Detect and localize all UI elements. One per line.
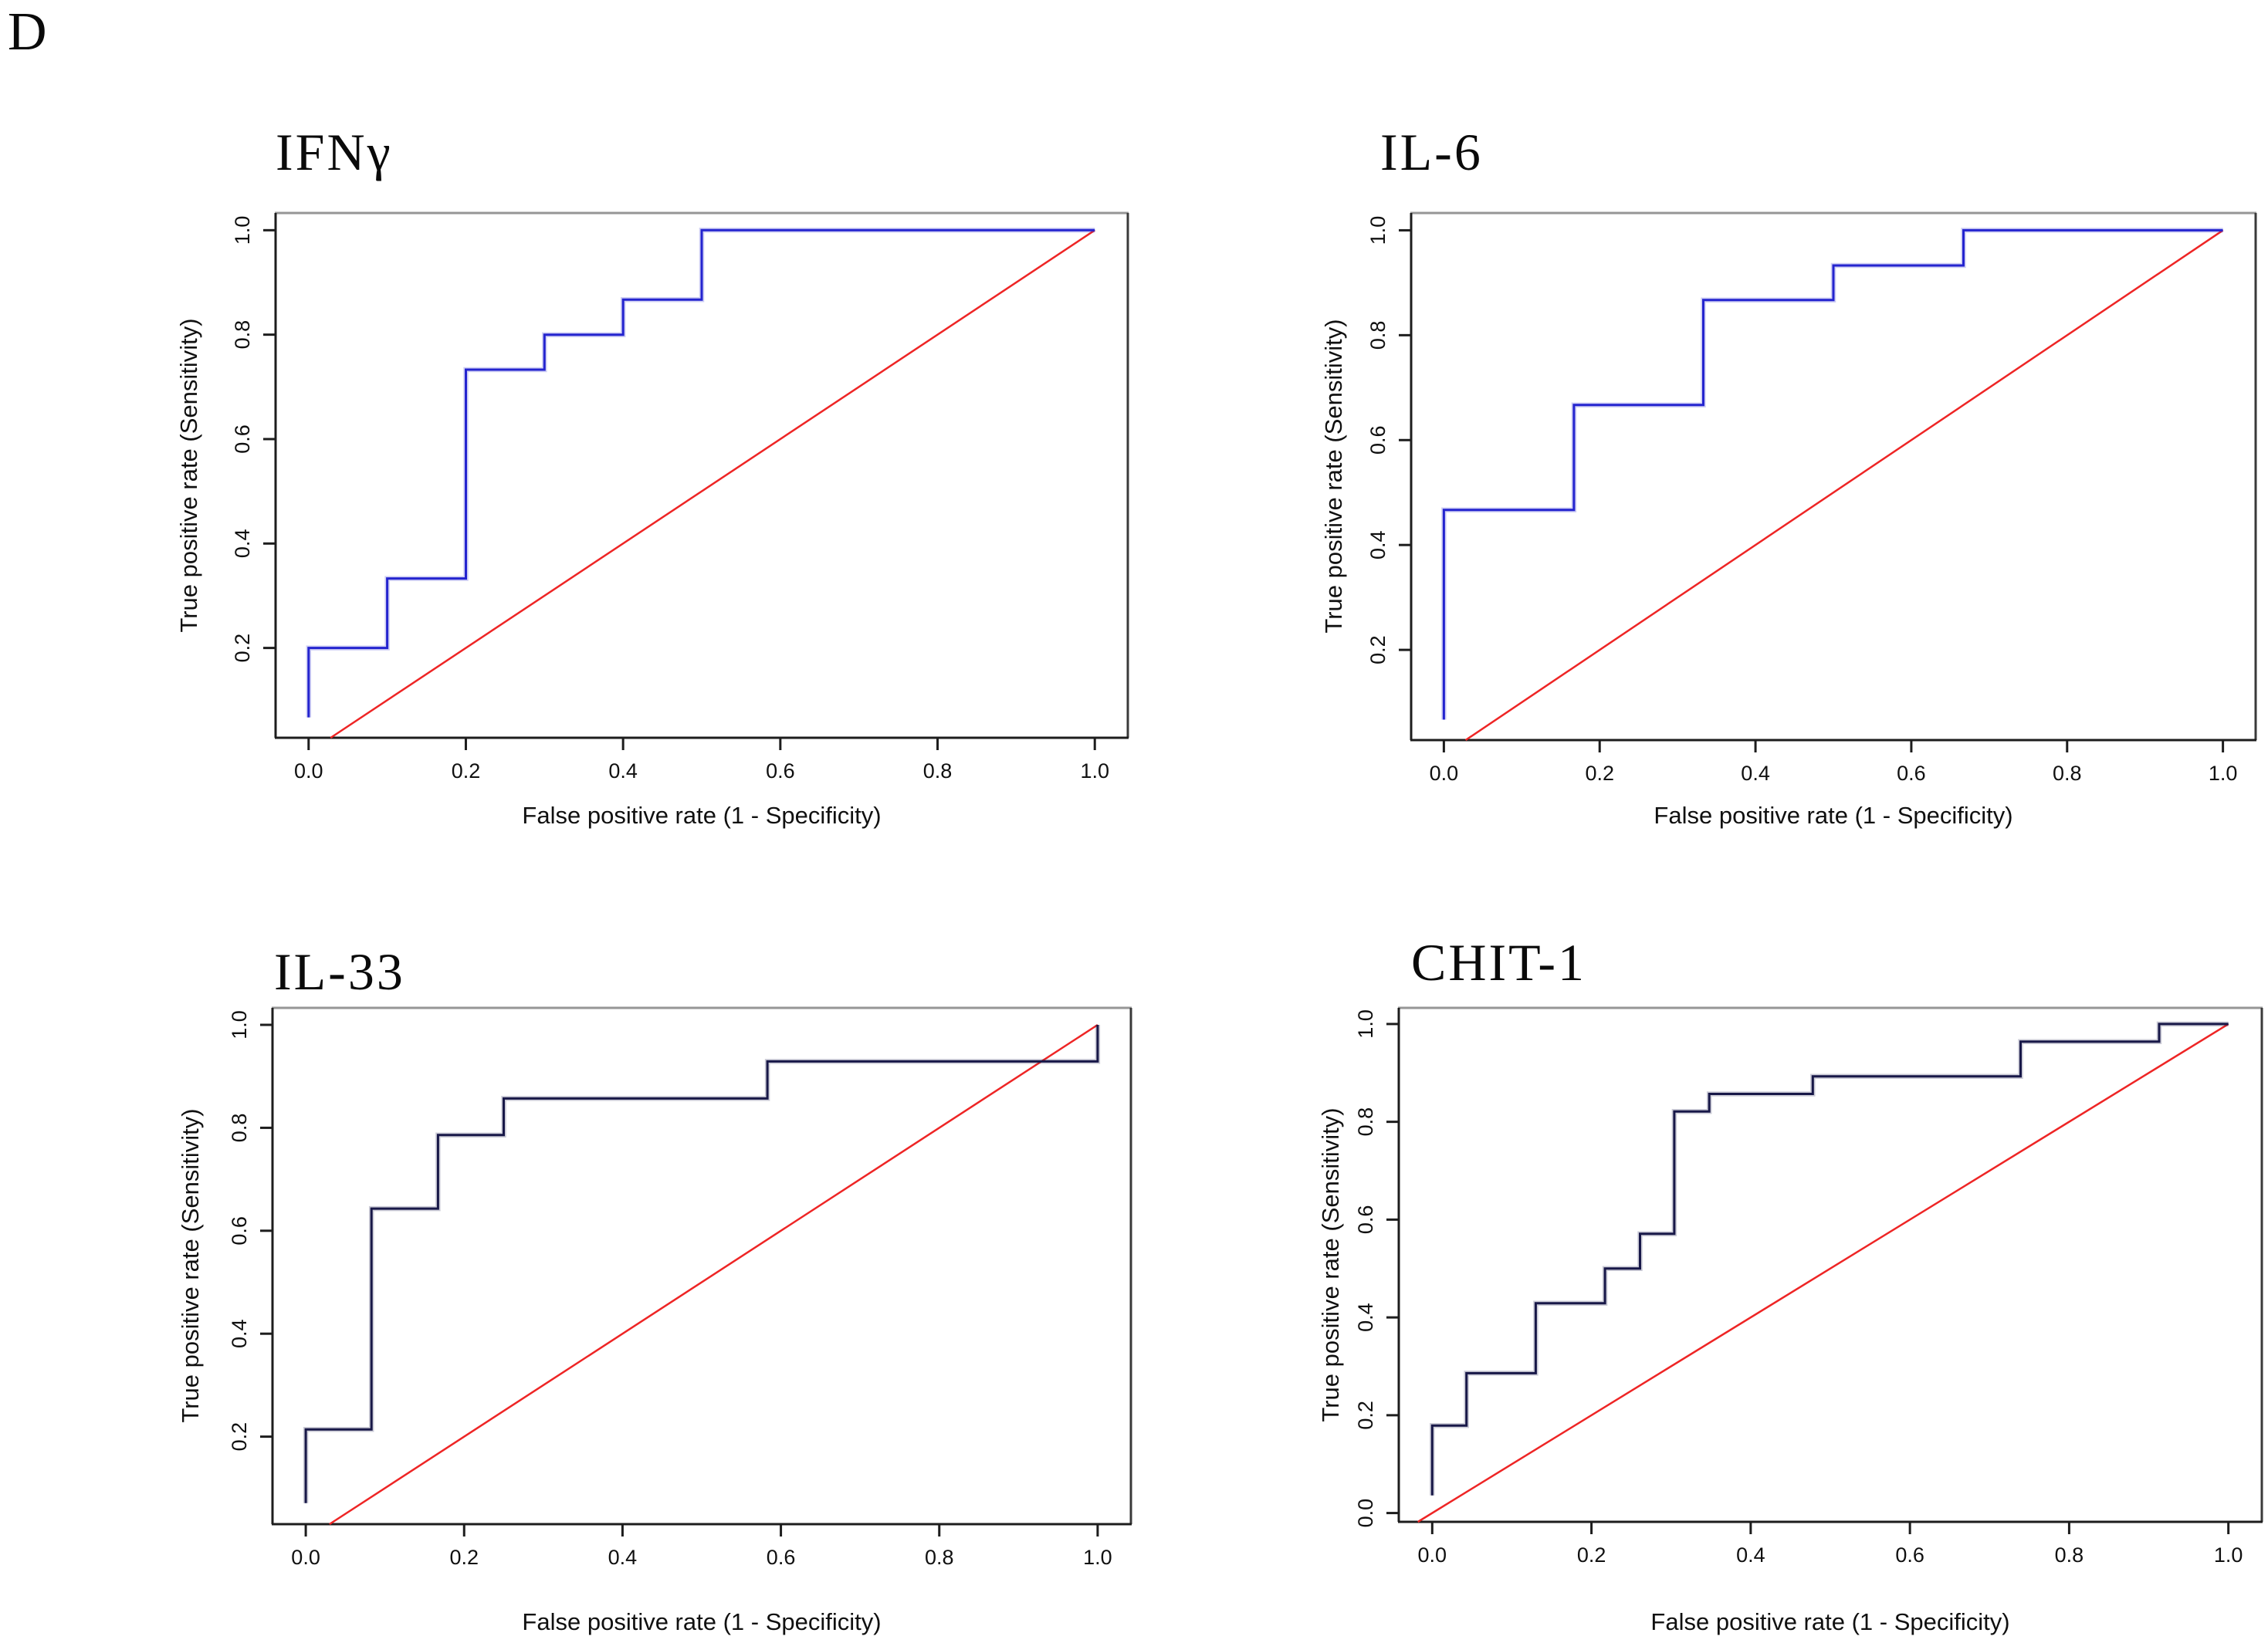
- roc-curve-halo: [1441, 228, 2223, 720]
- svg-text:0.6: 0.6: [228, 1216, 251, 1246]
- svg-text:0.8: 0.8: [2053, 762, 2082, 785]
- svg-text:0.8: 0.8: [1366, 321, 1390, 350]
- svg-text:0.8: 0.8: [231, 320, 254, 350]
- roc-chart-il6: 0.0 0.2 0.4 0.6 0.8 1.0 0.2 0.4 0.6 0.8 1.0: [1366, 211, 2257, 785]
- svg-text:0.6: 0.6: [1354, 1205, 1377, 1235]
- x-axis-ticks: 0.0 0.2 0.4 0.6 0.8 1.0: [291, 1524, 1112, 1569]
- chance-diagonal: [329, 1023, 1098, 1526]
- svg-text:0.2: 0.2: [1354, 1401, 1377, 1430]
- svg-text:0.0: 0.0: [1430, 762, 1459, 785]
- roc-curve-halo: [303, 1025, 1101, 1503]
- roc-curve: [1430, 1023, 2229, 1496]
- svg-text:0.4: 0.4: [231, 529, 254, 559]
- y-axis-label-il6: True positive rate (Sensitivity): [1320, 319, 1347, 634]
- svg-text:1.0: 1.0: [2214, 1543, 2243, 1567]
- chance-diagonal: [330, 229, 1095, 739]
- x-axis-ticks: 0.0 0.2 0.4 0.6 0.8 1.0: [294, 738, 1109, 783]
- roc-chart-il33: 0.0 0.2 0.4 0.6 0.8 1.0 0.2 0.4 0.6 0.8 1.0: [228, 1006, 1132, 1569]
- roc-curve-halo: [306, 228, 1095, 718]
- y-axis-label-ifng: True positive rate (Sensitivity): [175, 318, 202, 633]
- svg-text:0.8: 0.8: [1354, 1107, 1377, 1137]
- svg-text:0.6: 0.6: [1897, 762, 1926, 785]
- panel-title-il6: IL-6: [1380, 123, 1483, 181]
- panel-title-il33: IL-33: [274, 942, 405, 1001]
- roc-chart-ifng: 0.0 0.2 0.4 0.6 0.8 1.0 0.2 0.4 0.6 0.8 1.0: [231, 211, 1129, 783]
- svg-text:0.4: 0.4: [608, 1546, 638, 1569]
- y-axis-ticks: 0.2 0.4 0.6 0.8 1.0: [228, 1010, 272, 1451]
- svg-text:1.0: 1.0: [2209, 762, 2238, 785]
- roc-curve: [304, 1025, 1099, 1503]
- svg-text:1.0: 1.0: [1080, 759, 1109, 783]
- svg-text:0.4: 0.4: [228, 1319, 251, 1348]
- svg-text:0.2: 0.2: [1366, 635, 1390, 664]
- svg-text:0.0: 0.0: [291, 1546, 320, 1569]
- plot-box: [1410, 211, 2257, 742]
- roc-curve: [307, 228, 1095, 718]
- svg-text:0.6: 0.6: [767, 1546, 796, 1569]
- roc-curve: [1442, 228, 2223, 720]
- x-axis-label-il6: False positive rate (1 - Specificity): [1654, 802, 2013, 829]
- svg-text:0.0: 0.0: [294, 759, 323, 783]
- y-axis-ticks: 0.0 0.2 0.4 0.6 0.8 1.0: [1354, 1009, 1399, 1527]
- plot-box: [271, 1006, 1132, 1526]
- svg-text:0.0: 0.0: [1354, 1499, 1377, 1528]
- x-axis-ticks: 0.0 0.2 0.4 0.6 0.8 1.0: [1430, 740, 2238, 785]
- x-axis-label-ifng: False positive rate (1 - Specificity): [522, 802, 882, 829]
- svg-text:0.6: 0.6: [1366, 425, 1390, 455]
- svg-text:0.2: 0.2: [452, 759, 481, 783]
- svg-text:0.0: 0.0: [1418, 1543, 1447, 1567]
- x-axis-label-il33: False positive rate (1 - Specificity): [522, 1608, 882, 1635]
- svg-text:0.6: 0.6: [766, 759, 795, 783]
- x-axis-label-chit1: False positive rate (1 - Specificity): [1650, 1608, 2010, 1635]
- svg-text:0.4: 0.4: [1741, 762, 1770, 785]
- x-axis-ticks: 0.0 0.2 0.4 0.6 0.8 1.0: [1418, 1522, 2243, 1567]
- chance-diagonal: [1417, 1023, 2229, 1523]
- svg-text:0.8: 0.8: [923, 759, 953, 783]
- panel-title-ifng: IFNγ: [276, 123, 393, 181]
- roc-chart-chit1: 0.0 0.2 0.4 0.6 0.8 1.0 0.0 0.2 0.4 0.6 0.8 1.0: [1354, 1006, 2263, 1567]
- plot-box: [1397, 1006, 2263, 1523]
- y-axis-ticks: 0.2 0.4 0.6 0.8 1.0: [231, 216, 276, 663]
- svg-text:1.0: 1.0: [228, 1010, 251, 1040]
- svg-text:1.0: 1.0: [1366, 216, 1390, 245]
- svg-text:0.2: 0.2: [449, 1546, 479, 1569]
- svg-text:0.6: 0.6: [231, 424, 254, 454]
- svg-text:1.0: 1.0: [1083, 1546, 1112, 1569]
- figure-label: D: [8, 2, 49, 62]
- svg-text:1.0: 1.0: [231, 216, 254, 245]
- svg-text:0.8: 0.8: [228, 1114, 251, 1143]
- svg-text:0.4: 0.4: [1736, 1543, 1765, 1567]
- svg-text:0.6: 0.6: [1895, 1543, 1924, 1567]
- svg-text:0.4: 0.4: [608, 759, 638, 783]
- svg-text:0.2: 0.2: [228, 1422, 251, 1452]
- svg-text:0.2: 0.2: [1585, 762, 1614, 785]
- svg-text:0.4: 0.4: [1366, 530, 1390, 559]
- y-axis-label-chit1: True positive rate (Sensitivity): [1317, 1107, 1344, 1422]
- svg-text:0.2: 0.2: [1577, 1543, 1606, 1567]
- svg-text:0.8: 0.8: [925, 1546, 954, 1569]
- svg-text:0.2: 0.2: [231, 634, 254, 663]
- panel-title-chit1: CHIT-1: [1411, 933, 1587, 992]
- svg-text:0.4: 0.4: [1354, 1303, 1377, 1332]
- roc-curve-halo: [1430, 1021, 2229, 1496]
- y-axis-label-il33: True positive rate (Sensitivity): [177, 1108, 204, 1423]
- svg-text:0.8: 0.8: [2055, 1543, 2084, 1567]
- y-axis-ticks: 0.2 0.4 0.6 0.8 1.0: [1366, 216, 1411, 664]
- chance-diagonal: [1464, 229, 2224, 742]
- svg-text:1.0: 1.0: [1354, 1009, 1377, 1039]
- plot-box: [274, 211, 1129, 739]
